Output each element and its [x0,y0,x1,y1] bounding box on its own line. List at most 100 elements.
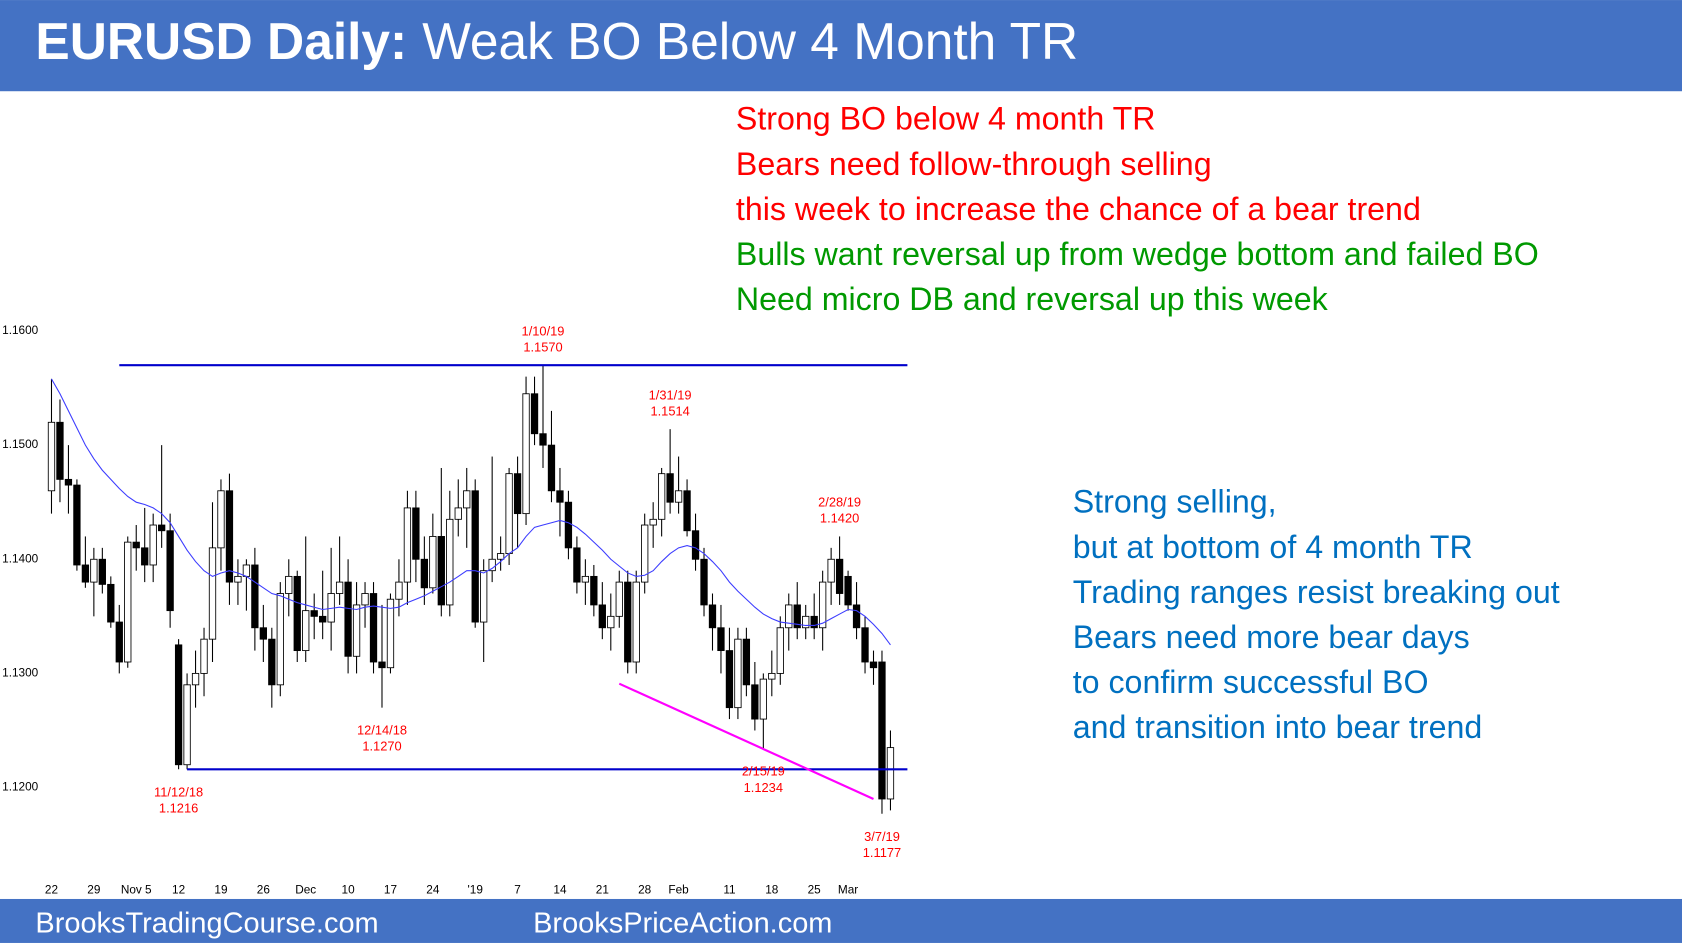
candle-body [835,558,844,594]
trend-line [618,682,874,800]
candle-body [852,604,861,629]
moving-average [51,378,891,646]
candle-body [98,558,106,585]
candle-body [810,615,818,629]
candle-body [73,484,81,566]
x-tick-label: 22 [45,884,58,897]
annotation-price: 1.1570 [523,339,562,354]
candle-body [208,547,217,640]
candle-body [700,558,708,606]
annotation-price: 1.1234 [744,780,783,795]
candle-body [361,593,369,606]
annotation-date: 12/14/18 [357,723,407,738]
candle-body [802,615,810,629]
candle-body [590,575,598,606]
candle-body [115,621,123,663]
title: EURUSD Daily: Weak BO Below 4 Month TR [35,12,1078,70]
candle-body [174,644,183,766]
candle-body [56,421,64,480]
annotation-date: 11/12/18 [154,784,203,799]
candle-body [412,507,420,560]
annotation-date: 2/15/19 [742,764,785,779]
candle-body [886,747,895,800]
candle-body [827,558,835,583]
note-blue: but at bottom of 4 month TR [1073,529,1473,565]
candle-body [302,610,310,652]
x-tick-label: 10 [342,884,356,897]
candle-body [530,393,539,435]
candle-body [149,524,157,566]
candle-body [480,570,488,623]
candle-body [183,684,191,766]
annotation-price: 1.1177 [863,845,901,860]
y-tick-label: 1.1500 [2,438,38,451]
candle-body [666,473,674,503]
annotation-price: 1.1216 [159,800,198,815]
candle-body [522,393,530,515]
candle-body [869,661,878,669]
x-tick-label: Dec [295,884,316,897]
candle-body [191,672,200,686]
candle-body [64,478,73,486]
note-blue: Trading ranges resist breaking out [1073,574,1560,610]
candle-body [310,610,318,617]
annotation-price: 1.1514 [650,403,689,418]
x-tick-label: 25 [808,884,822,897]
candle-body [293,575,301,652]
candle-body [573,547,581,583]
candle-body [369,593,378,663]
candle-body [539,433,547,446]
y-tick-label: 1.1200 [2,781,38,794]
note-blue: Bears need more bear days [1073,619,1470,655]
x-tick-label: 21 [596,884,609,897]
candle-body [403,507,412,583]
y-tick-label: 1.1600 [2,324,38,337]
candle-body [564,501,573,549]
candle-body [768,672,776,680]
candle-body [386,598,395,669]
candle-body [81,564,90,583]
candle-body [463,490,471,509]
note-green: Need micro DB and reversal up this week [736,281,1329,317]
candle-body [344,581,352,657]
note-blue: and transition into bear trend [1073,709,1483,745]
footer-bar [0,898,1682,943]
candle-body [751,684,759,720]
note-green: Bulls want reversal up from wedge bottom… [736,236,1539,272]
annotation-price: 1.1420 [820,511,859,526]
annotation-date: 1/31/19 [649,387,692,402]
title-bold: EURUSD Daily: [35,12,407,70]
candle-body [471,490,479,623]
x-tick-label: 12 [172,884,185,897]
candle-body [141,547,149,566]
candle-body [124,541,132,663]
candle-body [488,558,496,572]
candle-body [674,490,683,503]
x-tick-label: 26 [257,884,271,897]
candle-body [90,558,98,583]
x-tick-label: 19 [214,884,227,897]
candle-body [259,627,267,640]
candle-body [251,564,259,629]
candle-body [437,536,445,606]
candle-body [217,490,225,549]
candle-body [641,524,649,583]
candle-body [717,627,725,652]
candle-body [657,473,666,520]
candle-body [234,575,242,583]
candle-body [708,604,717,629]
x-tick-label: 28 [638,884,652,897]
x-tick-label: Mar [838,884,858,897]
candle-body [496,553,505,560]
note-blue: to confirm successful BO [1073,664,1429,700]
x-tick-label: 17 [384,884,397,897]
candle-body [683,490,691,532]
footer-left: BrooksTradingCourse.com [35,907,378,939]
candle-body [200,638,208,674]
candle-body [785,604,793,629]
note-red: Strong BO below 4 month TR [736,101,1156,137]
candle-body [581,575,590,583]
title-rest: Weak BO Below 4 Month TR [422,12,1078,70]
